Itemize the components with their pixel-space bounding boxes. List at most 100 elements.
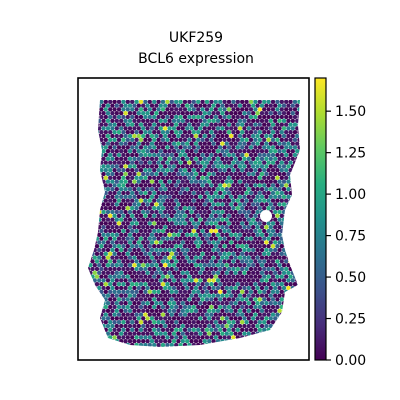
spot xyxy=(207,308,212,313)
spot xyxy=(136,164,141,169)
spot xyxy=(90,259,95,264)
spot xyxy=(200,198,205,203)
spot xyxy=(105,194,111,199)
spot xyxy=(178,335,183,340)
spot xyxy=(218,152,223,158)
spot xyxy=(127,149,133,154)
spot xyxy=(277,232,282,237)
spot xyxy=(119,270,124,275)
spot xyxy=(229,301,234,306)
spot xyxy=(116,320,122,325)
spot xyxy=(233,263,238,268)
spot xyxy=(266,198,271,203)
spot xyxy=(187,259,192,264)
spot xyxy=(270,274,276,279)
spot xyxy=(132,209,137,215)
spot xyxy=(292,282,298,287)
spot xyxy=(218,259,223,264)
spot xyxy=(101,270,106,275)
spot xyxy=(136,232,141,237)
spot xyxy=(180,278,185,283)
spot xyxy=(226,251,232,256)
spot xyxy=(165,198,170,203)
spot xyxy=(143,282,148,287)
spot xyxy=(251,141,256,146)
spot xyxy=(198,156,203,161)
spot xyxy=(108,198,113,203)
spot xyxy=(226,221,232,226)
spot xyxy=(196,137,201,142)
spot xyxy=(127,209,133,215)
spot xyxy=(147,289,152,294)
spot xyxy=(152,221,157,226)
spot xyxy=(141,187,146,192)
spot xyxy=(226,152,232,158)
spot xyxy=(169,228,174,234)
spot xyxy=(105,171,111,177)
spot xyxy=(264,255,269,260)
spot xyxy=(279,221,284,226)
spot xyxy=(165,114,170,120)
spot xyxy=(187,198,192,203)
spot xyxy=(270,206,276,211)
spot xyxy=(191,190,196,196)
spot xyxy=(237,278,243,283)
spot xyxy=(167,240,172,245)
spot xyxy=(270,251,276,256)
spot xyxy=(112,114,117,120)
spot xyxy=(286,111,291,116)
spot xyxy=(222,327,227,332)
spot xyxy=(123,331,128,336)
spot xyxy=(160,183,166,188)
spot xyxy=(108,183,113,188)
spot xyxy=(200,152,205,158)
spot xyxy=(121,183,126,188)
spot xyxy=(262,266,267,272)
spot xyxy=(248,114,254,120)
spot xyxy=(270,168,276,173)
spot xyxy=(275,266,280,272)
spot xyxy=(251,255,256,260)
spot xyxy=(257,236,262,241)
spot xyxy=(180,187,185,192)
spot xyxy=(178,145,183,150)
spot xyxy=(165,122,170,127)
spot xyxy=(196,175,201,180)
spot xyxy=(240,160,245,165)
spot xyxy=(178,259,183,264)
spot xyxy=(207,111,212,116)
spot xyxy=(125,213,130,218)
spot xyxy=(246,133,251,139)
spot xyxy=(240,228,245,234)
spot xyxy=(273,293,278,298)
spot xyxy=(218,168,223,173)
spot xyxy=(240,213,245,218)
spot xyxy=(248,213,254,218)
spot xyxy=(105,247,111,253)
spot xyxy=(174,152,179,158)
spot xyxy=(222,175,227,180)
spot xyxy=(105,240,111,245)
spot xyxy=(257,183,262,188)
spot xyxy=(163,187,168,192)
spot xyxy=(180,232,185,237)
spot xyxy=(253,221,258,226)
spot xyxy=(138,335,144,340)
spot xyxy=(125,145,130,150)
spot xyxy=(215,331,221,336)
spot xyxy=(169,100,174,104)
spot xyxy=(127,164,133,169)
spot xyxy=(191,114,196,120)
spot xyxy=(229,202,234,207)
spot xyxy=(215,149,221,154)
spot xyxy=(112,175,117,180)
spot xyxy=(176,263,181,268)
spot xyxy=(235,244,240,249)
spot xyxy=(180,225,185,230)
spot xyxy=(123,240,128,245)
spot xyxy=(123,225,128,230)
spot xyxy=(108,282,113,287)
spot xyxy=(141,194,146,199)
spot xyxy=(246,323,251,329)
spot xyxy=(176,194,181,199)
